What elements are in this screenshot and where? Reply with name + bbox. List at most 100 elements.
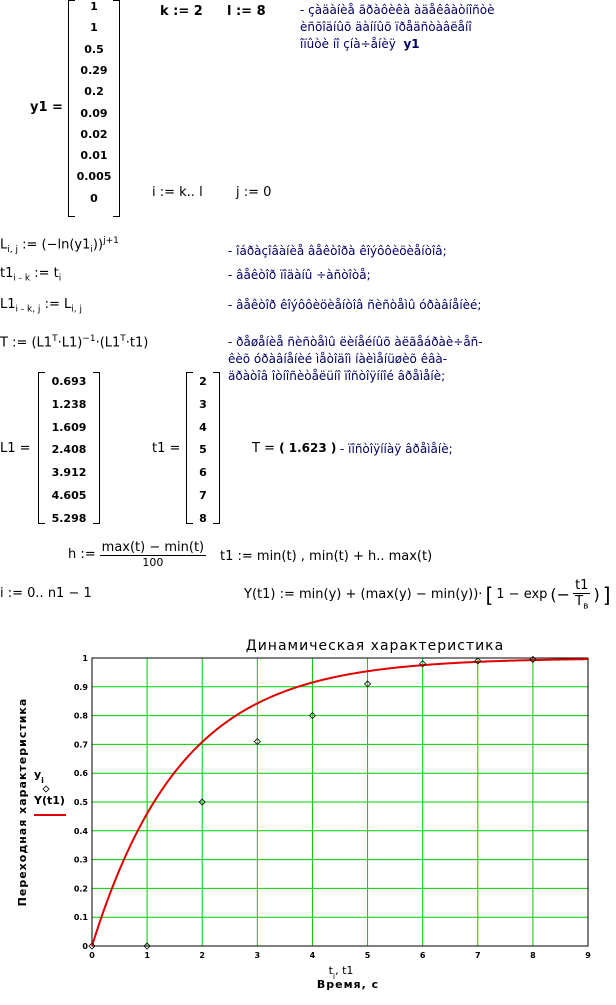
matrix-cell: 0.005 <box>76 170 112 184</box>
comment-T-line: äðàòîâ îòíîñèòåëüíî ïîñòîÿííîé âðåìåíè; <box>228 369 446 383</box>
L1-result-label: L1 = <box>0 441 31 456</box>
bracket-left: (− <box>550 585 571 605</box>
comment-T-result: - ïîñòîÿííàÿ âðåìåíè; <box>340 442 453 456</box>
y-tick-label: 0.2 <box>74 884 88 893</box>
matrix-cell: 6 <box>199 466 207 480</box>
x-tick-label: 9 <box>585 951 591 960</box>
comment-y1-line: îïûòè íî çíà÷åíèÿ y1 <box>300 37 420 51</box>
i-range-definition: i := k.. l <box>152 185 203 200</box>
data-point-diamond <box>529 655 537 664</box>
x-tick-label: 6 <box>420 951 426 960</box>
eq-L: Li, j := (−ln(y1i))j+1 <box>0 236 119 255</box>
comment-y1-var: y1 <box>403 37 420 51</box>
matrix-bracket-left <box>186 372 193 524</box>
chart-series <box>88 655 589 950</box>
comment-L1: - âåêòîð êîýôôèöèåíòîâ ñèñòåìû óðàâíåíèé… <box>228 298 482 312</box>
y-tick-label: 0.5 <box>74 798 89 807</box>
matrix-cell: 0.01 <box>80 149 108 163</box>
matrix-cell: 3.912 <box>51 466 87 480</box>
chart-title: Динамическая характеристика <box>246 638 504 654</box>
matrix-cell: 1 <box>90 21 98 35</box>
matrix-cell: 1.609 <box>51 420 87 434</box>
comment-L: - îáðàçîâàíèå âåêòîðà êîýôôèöèåíòîâ; <box>228 244 447 258</box>
t1-result-matrix: 2 3 4 5 6 7 8 <box>186 372 220 525</box>
Y-fraction: t1 Tв <box>573 578 591 612</box>
h-fraction: max(t) − min(t) 100 <box>99 540 207 569</box>
y-tick-label: 0 <box>82 942 88 951</box>
matrix-cell: 0.09 <box>80 106 108 120</box>
y-tick-label: 0.1 <box>74 913 89 922</box>
k-definition: k := 2 <box>160 4 203 19</box>
t1-range-definition: t1 := min(t) , min(t) + h.. max(t) <box>220 549 433 564</box>
i-definition: i := 0.. n1 − 1 <box>0 586 92 601</box>
matrix-bracket-right <box>113 0 120 217</box>
t1-result-label: t1 = <box>152 441 181 456</box>
chart-legend: yi Y(t1) <box>33 768 66 816</box>
comment-t1: - âåêòîð ïîäàíû ÷àñòîòå; <box>228 268 371 282</box>
y1-matrix: 1 1 0.5 0.29 0.2 0.09 0.02 0.01 0.005 0 <box>68 0 120 218</box>
comment-T: - ðåøåíèå ñèñòåìû ëèíåéíûõ àëãåáðàè÷åñ- … <box>228 334 483 385</box>
data-point-diamond <box>308 712 317 720</box>
j-definition: j := 0 <box>236 185 272 200</box>
matrix-cell: 0.2 <box>84 85 104 99</box>
bracket-left: [ <box>485 582 494 607</box>
data-point-diamond <box>474 657 482 665</box>
y1-label: y1 = <box>30 100 63 115</box>
x-axis-vars: ti, t1 <box>329 964 354 981</box>
data-point-diamond <box>253 737 261 746</box>
Y-denominator: Tв <box>575 594 589 612</box>
eq-L1: L1i - k, j := Li, j <box>0 297 82 315</box>
matrix-cell: 8 <box>199 511 207 525</box>
matrix-cell: 5 <box>199 443 207 457</box>
comment-y1: - çàäàíèå ãðàôèêà àäåêâàòíîñòè èñõîäíûõ … <box>300 2 495 53</box>
matrix-cell: 0.02 <box>80 127 108 141</box>
l-definition: l := 8 <box>227 4 266 19</box>
x-tick-label: 1 <box>144 951 150 960</box>
matrix-cell: 3 <box>199 397 207 411</box>
data-point-diamond <box>143 942 151 950</box>
data-point-diamond <box>419 660 427 668</box>
comment-T-line: êèõ óðàâíåíèé ìåòîäîì íàèìåíüøèõ êâà- <box>228 352 448 366</box>
matrix-cell: 0 <box>90 191 98 205</box>
matrix-cell: 2.408 <box>51 443 87 457</box>
Y-numerator: t1 <box>573 578 591 594</box>
matrix-bracket-right <box>213 372 220 524</box>
y-tick-label: 0.8 <box>74 712 89 721</box>
axis-ticks: 0 1 2 3 4 5 6 7 8 9 0 0.1 0.2 0.3 0.4 0.5 0.6 0.7 0.8 0.9 1 <box>74 654 591 960</box>
matrix-cell: 0.5 <box>84 42 104 56</box>
T-result-value: ( 1.623 ) <box>279 441 337 455</box>
matrix-cell: 0.29 <box>80 63 108 77</box>
y-tick-label: 0.7 <box>74 740 88 749</box>
chart-grid <box>91 657 589 947</box>
matrix-cell: 0.693 <box>51 375 87 388</box>
x-axis-label: Время, с <box>317 978 379 991</box>
matrix-cell: 7 <box>199 489 207 502</box>
h-denominator: 100 <box>142 556 164 569</box>
eq-t1: t1i - k := ti <box>0 266 62 284</box>
y-tick-label: 0.4 <box>74 827 89 836</box>
y-tick-label: 0.9 <box>74 683 89 692</box>
comment-y1-line: - çàäàíèå ãðàôèêà àäåêâàòíîñòè <box>300 3 495 17</box>
matrix-cell: 1 <box>90 0 98 13</box>
y-tick-label: 0.3 <box>74 856 88 865</box>
matrix-cell: 1.238 <box>51 397 87 411</box>
x-tick-label: 0 <box>89 951 95 960</box>
step-response-chart: Динамическая характеристика 0 1 2 3 4 5 6 7 8 900… <box>16 638 591 991</box>
y-tick-label: 0.6 <box>74 769 89 778</box>
matrix-bracket-right <box>93 372 100 524</box>
matrix-cell: 5.298 <box>51 511 87 525</box>
eq-Y: Y(t1) := min(y) + (max(y) − min(y))· [ 1… <box>244 578 611 612</box>
matrix-cell: 4.605 <box>51 489 87 502</box>
series-line-Y-t1 <box>91 658 589 947</box>
matrix-cell: 4 <box>199 420 207 434</box>
x-tick-label: 2 <box>199 951 205 960</box>
x-tick-label: 3 <box>255 951 261 960</box>
y-axis-label: Переходная характеристика <box>16 698 29 907</box>
legend-label-Y: Y(t1) <box>33 794 65 807</box>
plot-area <box>91 657 589 947</box>
x-tick-label: 8 <box>530 951 536 960</box>
x-tick-label: 5 <box>365 951 371 960</box>
h-numerator: max(t) − min(t) <box>99 540 207 556</box>
legend-marker-diamond <box>42 785 50 793</box>
x-tick-label: 7 <box>475 951 481 960</box>
